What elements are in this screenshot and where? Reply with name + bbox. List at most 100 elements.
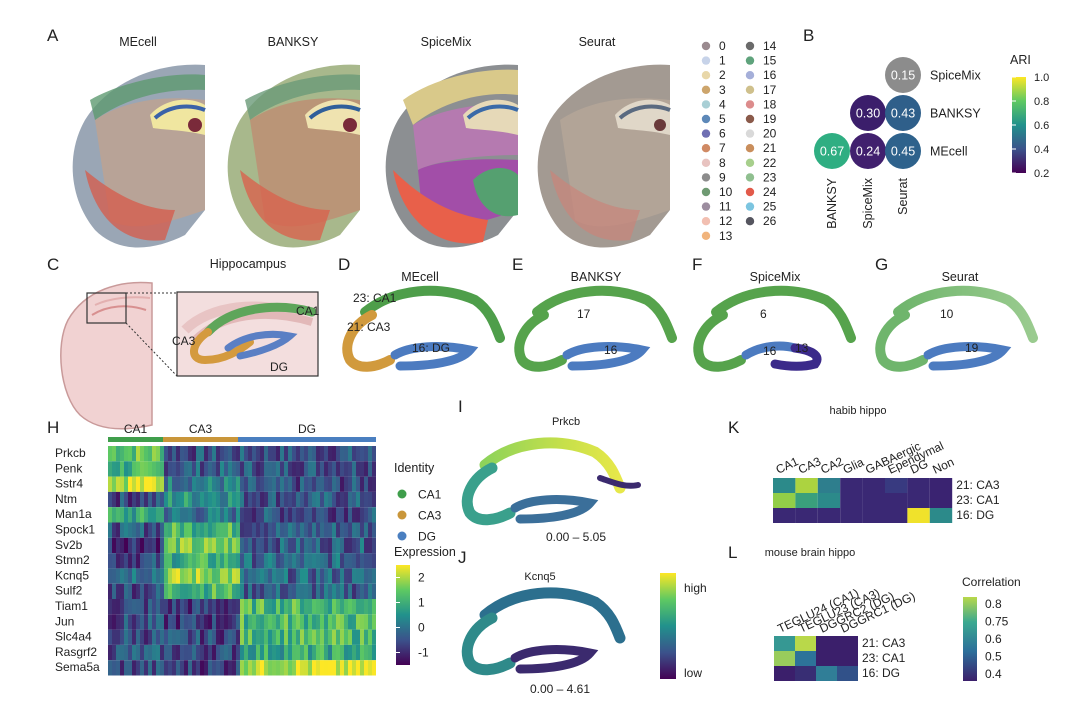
heatmap-cell [156, 583, 160, 599]
heatmap-cell [340, 476, 344, 492]
heatmap-cell [356, 461, 360, 477]
heatmap-cell [256, 629, 260, 645]
heatmap-cell [312, 660, 316, 676]
heatmap-cell [208, 461, 212, 477]
heatmap-cell [204, 446, 208, 462]
heatmap-cell [308, 446, 312, 462]
heatmap-cell [248, 599, 252, 615]
heatmap-cell [144, 522, 148, 538]
heatmap-cell [124, 491, 128, 508]
heatmap-cell [156, 629, 160, 645]
heatmap-cell [112, 614, 116, 630]
heatmap-cell [320, 583, 324, 599]
heatmap-cell [268, 599, 272, 615]
k-row-label: 16: DG [956, 508, 994, 522]
heatmap-cell [344, 614, 348, 630]
ari-bubble [850, 133, 886, 169]
heatmap-cell [232, 644, 236, 661]
heatmap-cell [316, 599, 320, 615]
heatmap-cell [128, 491, 132, 508]
heatmap-cell [148, 553, 152, 569]
heatmap-cell [308, 491, 312, 508]
heatmap-cell [140, 660, 144, 676]
heatmap-cell [340, 599, 344, 615]
heatmap-cell [372, 537, 376, 554]
heatmap-cell [212, 583, 216, 599]
heatmap-cell [328, 660, 332, 676]
heatmap-cell [152, 660, 156, 676]
heatmap-cell [252, 476, 256, 492]
heatmap-cell [316, 446, 320, 462]
heatmap-cell [204, 491, 208, 508]
ca1-region [203, 302, 317, 337]
cluster-dot [701, 187, 711, 197]
heatmap-cell [148, 537, 152, 554]
l-cell [774, 651, 795, 666]
heatmap-cell [312, 476, 316, 492]
k-cell [840, 478, 863, 493]
heatmap-cell [356, 644, 360, 661]
heatmap-cell [308, 614, 312, 630]
heatmap-cell [132, 537, 136, 554]
heatmap-cell [292, 522, 296, 538]
heatmap-cell [196, 553, 200, 569]
heatmap-cell [256, 446, 260, 462]
group-bar-segment [108, 437, 163, 442]
heatmap-cell [292, 491, 296, 508]
heatmap-cell [192, 507, 196, 523]
heatmap-cell [324, 568, 328, 584]
l-title: mouse brain hippo [765, 547, 856, 559]
heatmap-cell [368, 476, 372, 492]
heatmap-cell [328, 629, 332, 645]
heatmap-cell [224, 476, 228, 492]
cluster-label: 12 [719, 214, 733, 228]
heatmap-cell [248, 660, 252, 676]
heatmap-cell [312, 614, 316, 630]
cluster-label: 0 [719, 39, 726, 53]
heatmap-cell [348, 660, 352, 676]
heatmap-cell [276, 583, 280, 599]
heatmap-cell [284, 507, 288, 523]
heatmap-cell [364, 568, 368, 584]
heatmap-cell [352, 629, 356, 645]
heatmap-cell [284, 491, 288, 508]
heatmap-cell [172, 446, 176, 462]
ari-col-label: SpiceMix [861, 177, 875, 228]
d-label-ca1: 23: CA1 [353, 291, 397, 305]
heatmap-cell [344, 446, 348, 462]
heatmap-cell [336, 568, 340, 584]
heatmap-cell [332, 476, 336, 492]
expression-title: Expression [394, 545, 456, 559]
brain-section-mecell [72, 64, 206, 248]
heatmap-cell [312, 599, 316, 615]
heatmap-cell [372, 476, 376, 492]
k-cell [795, 493, 818, 508]
heatmap-cell [292, 629, 296, 645]
heatmap-cell [280, 446, 284, 462]
heatmap-cell [264, 507, 268, 523]
expression-tick-label: 2 [418, 571, 425, 585]
k-cell [817, 478, 841, 493]
heatmap-cell [172, 660, 176, 676]
k-cell [907, 478, 930, 493]
j-range: 0.00 – 4.61 [530, 682, 590, 696]
heatmap-cell [308, 507, 312, 523]
heatmap-cell [284, 537, 288, 554]
heatmap-cell [332, 660, 336, 676]
heatmap-cell [288, 507, 292, 523]
heatmap-cell [316, 644, 320, 661]
heatmap-cell [148, 491, 152, 508]
heatmap-cell [284, 461, 288, 477]
l-cell [816, 666, 837, 681]
heatmap-cell [308, 522, 312, 538]
heatmap-cell [356, 599, 360, 615]
heatmap-cell [232, 599, 236, 615]
heatmap-cell [312, 553, 316, 569]
heatmap-cell [136, 507, 140, 523]
heatmap-cell [152, 522, 156, 538]
heatmap-cell [312, 568, 316, 584]
cluster-label: 6 [719, 127, 726, 141]
heatmap-cell [264, 446, 268, 462]
heatmap-cell [368, 522, 372, 538]
